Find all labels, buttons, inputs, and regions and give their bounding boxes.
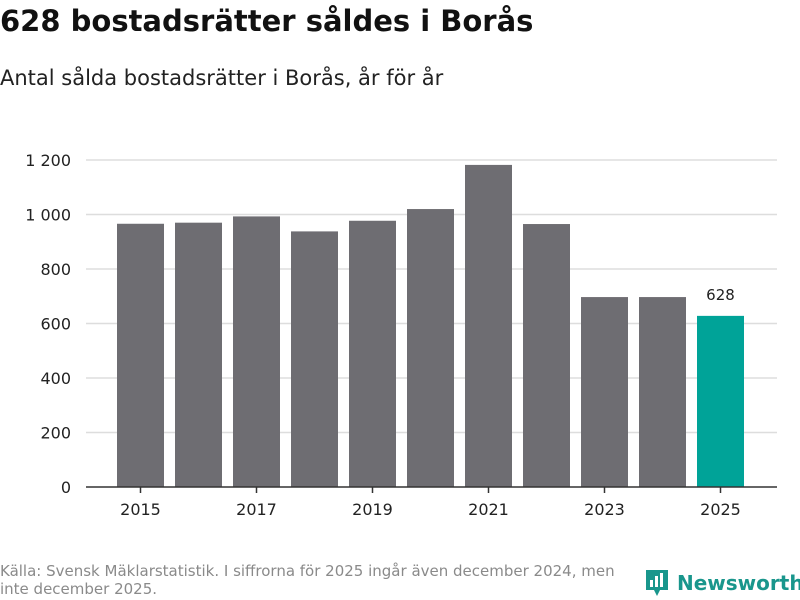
y-tick-label: 200: [40, 424, 71, 443]
y-tick-label: 1 000: [25, 206, 71, 225]
bar-2015: [117, 223, 164, 487]
source-note: Källa: Svensk Mäklarstatistik. I siffror…: [0, 562, 615, 598]
x-tick-label: 2021: [468, 500, 509, 519]
chart-title: 628 bostadsrätter såldes i Borås: [0, 4, 534, 38]
brand-name: Newsworthy: [677, 571, 800, 595]
bar-2025: [697, 315, 744, 487]
x-tick-label: 2015: [120, 500, 161, 519]
bar-chart: 0 200 400 600 800 1 000 1 200 2015 2017 2019 2021 2…: [25, 151, 777, 519]
bar-2019: [349, 220, 396, 487]
bar-2018: [291, 231, 338, 487]
data-label: 628: [706, 286, 735, 304]
bar-2017: [233, 216, 280, 487]
newsworthy-logo-icon: [646, 570, 668, 596]
bar-2022: [523, 224, 570, 487]
bar-2023: [581, 297, 628, 487]
y-tick-label: 1 200: [25, 151, 71, 170]
bar-2024: [639, 297, 686, 487]
x-tick-label: 2023: [584, 500, 625, 519]
bar-2016: [175, 222, 222, 488]
y-tick-label: 600: [40, 315, 71, 334]
chart-subtitle: Antal sålda bostadsrätter i Borås, år fö…: [0, 66, 444, 90]
bar-2020: [407, 209, 454, 488]
y-tick-label: 800: [40, 260, 71, 279]
x-tick-label: 2025: [700, 500, 741, 519]
bar-2021: [465, 164, 512, 487]
y-tick-label: 0: [61, 478, 71, 497]
x-tick-label: 2017: [236, 500, 277, 519]
y-tick-label: 400: [40, 369, 71, 388]
x-tick-label: 2019: [352, 500, 393, 519]
brand-logo: Newsworthy: [644, 568, 800, 598]
